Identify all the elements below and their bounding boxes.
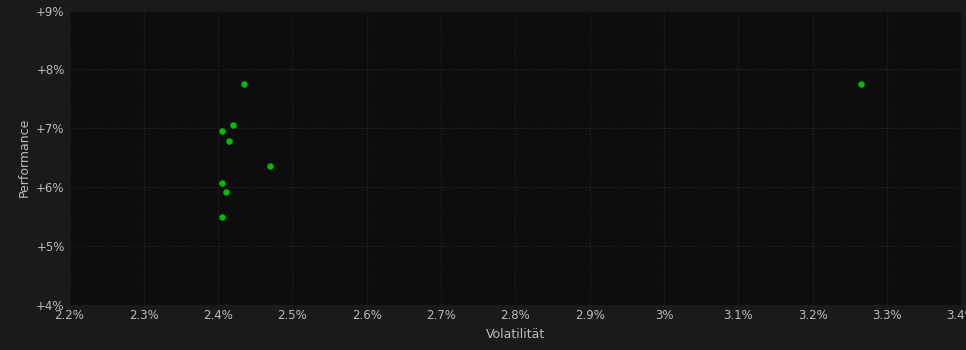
Point — [214, 128, 230, 134]
Point — [853, 81, 868, 87]
Point — [221, 138, 237, 144]
Point — [237, 81, 252, 87]
Point — [218, 189, 234, 194]
Point — [225, 122, 241, 128]
Point — [214, 180, 230, 186]
Y-axis label: Performance: Performance — [17, 118, 31, 197]
Point — [263, 163, 278, 169]
Point — [214, 215, 230, 220]
X-axis label: Volatilität: Volatilität — [486, 328, 545, 341]
